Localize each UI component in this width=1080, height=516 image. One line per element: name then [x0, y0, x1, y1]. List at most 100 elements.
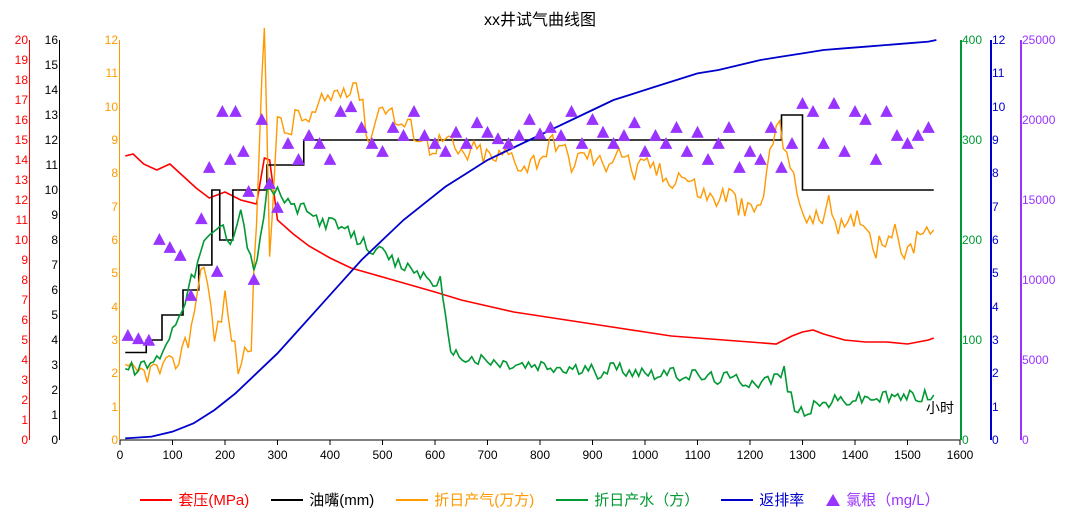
- scatter-point: [723, 121, 736, 133]
- x-tick: 1600: [947, 448, 974, 462]
- x-tick: 0: [117, 448, 124, 462]
- axis-tick: 7: [111, 200, 118, 214]
- axis-tick: 3: [992, 333, 999, 347]
- axis-tick: 0: [1022, 433, 1029, 447]
- series-y2: [125, 115, 934, 353]
- axis-tick: 2: [51, 383, 58, 397]
- scatter-point: [660, 137, 673, 149]
- scatter-point: [303, 129, 316, 141]
- x-axis: 0100200300400500600700800900100011001200…: [120, 440, 960, 464]
- axis-tick: 6: [21, 313, 28, 327]
- plot-area: 小时: [120, 40, 960, 440]
- axis-tick: 15000: [1022, 193, 1055, 207]
- scatter-point: [153, 233, 166, 245]
- scatter-point: [174, 249, 187, 261]
- series-y1: [125, 154, 934, 344]
- axis-tick: 0: [51, 433, 58, 447]
- legend-label: 折日产水（方）: [594, 489, 699, 510]
- y-axis-chloride: 0500010000150002000025000: [1020, 40, 1075, 440]
- legend-label: 套压(MPa): [178, 489, 249, 510]
- scatter-point: [901, 137, 914, 149]
- scatter-point: [248, 273, 261, 285]
- x-tick: 200: [215, 448, 235, 462]
- axis-tick: 9: [992, 133, 999, 147]
- scatter-point: [691, 126, 704, 138]
- scatter-point: [702, 153, 715, 165]
- axis-tick: 19: [15, 53, 28, 67]
- legend-label: 油嘴(mm): [309, 489, 374, 510]
- scatter-point: [292, 153, 305, 165]
- x-axis-label: 小时: [926, 398, 954, 418]
- x-tick: 300: [267, 448, 287, 462]
- legend-label: 返排率: [759, 489, 804, 510]
- y-axis-water-rate: 0100200300400: [960, 40, 990, 440]
- axis-tick: 20000: [1022, 113, 1055, 127]
- axis-tick: 12: [992, 33, 1005, 47]
- y-axis-gas-rate: 0123456789101112: [60, 40, 120, 440]
- axis-tick: 15: [45, 58, 58, 72]
- scatter-point: [313, 137, 326, 149]
- y-axis-choke: 012345678910111213141516: [30, 40, 60, 440]
- legend-label: 氯根（mg/L）: [846, 489, 939, 510]
- axis-tick: 15: [15, 133, 28, 147]
- y-axis-flowback: 0123456789101112: [990, 40, 1020, 440]
- scatter-point: [733, 161, 746, 173]
- axis-tick: 17: [15, 93, 28, 107]
- legend-item-y4: 折日产水（方）: [556, 489, 699, 510]
- scatter-point: [471, 116, 484, 128]
- scatter-point: [164, 241, 177, 253]
- scatter-point: [334, 105, 347, 117]
- scatter-point: [460, 137, 473, 149]
- axis-tick: 9: [51, 208, 58, 222]
- axis-tick: 0: [21, 433, 28, 447]
- scatter-point: [282, 137, 295, 149]
- axis-tick: 8: [51, 233, 58, 247]
- legend-label: 折日产气(万方): [434, 489, 534, 510]
- scatter-point: [418, 129, 431, 141]
- scatter-point: [523, 113, 536, 125]
- axis-tick: 10: [992, 100, 1005, 114]
- axis-tick: 11: [16, 213, 28, 227]
- scatter-point: [838, 145, 851, 157]
- axis-tick: 12: [15, 193, 28, 207]
- axis-tick: 100: [962, 333, 982, 347]
- scatter-point: [492, 132, 505, 144]
- scatter-point: [122, 329, 135, 341]
- axis-tick: 0: [111, 433, 118, 447]
- x-tick: 600: [425, 448, 445, 462]
- x-tick: 800: [530, 448, 550, 462]
- scatter-point: [880, 105, 893, 117]
- axis-tick: 7: [992, 200, 999, 214]
- scatter-point: [891, 129, 904, 141]
- axis-tick: 1: [21, 413, 28, 427]
- scatter-point: [807, 105, 820, 117]
- axis-tick: 7: [21, 293, 28, 307]
- axis-tick: 14: [45, 83, 58, 97]
- legend-line-icon: [396, 499, 428, 501]
- scatter-point: [775, 161, 788, 173]
- scatter-point: [712, 137, 725, 149]
- chart-title: xx井试气曲线图: [0, 6, 1080, 30]
- scatter-point: [387, 121, 400, 133]
- axis-tick: 18: [15, 73, 28, 87]
- scatter-point: [450, 126, 463, 138]
- scatter-point: [912, 129, 925, 141]
- axis-tick: 25000: [1022, 33, 1055, 47]
- axis-tick: 3: [21, 373, 28, 387]
- x-tick: 900: [582, 448, 602, 462]
- series-y3: [125, 28, 934, 383]
- axis-tick: 6: [111, 233, 118, 247]
- axis-tick: 6: [51, 283, 58, 297]
- axis-tick: 20: [15, 33, 28, 47]
- legend-item-y6: 氯根（mg/L）: [826, 489, 939, 510]
- scatter-point: [586, 113, 599, 125]
- series-y5: [125, 40, 936, 438]
- axis-tick: 4: [992, 300, 999, 314]
- axis-tick: 0: [962, 433, 969, 447]
- axis-tick: 11: [106, 66, 118, 80]
- axis-tick: 10: [15, 233, 28, 247]
- scatter-point: [224, 153, 237, 165]
- x-tick: 1500: [894, 448, 921, 462]
- scatter-point: [397, 129, 410, 141]
- scatter-point: [607, 137, 620, 149]
